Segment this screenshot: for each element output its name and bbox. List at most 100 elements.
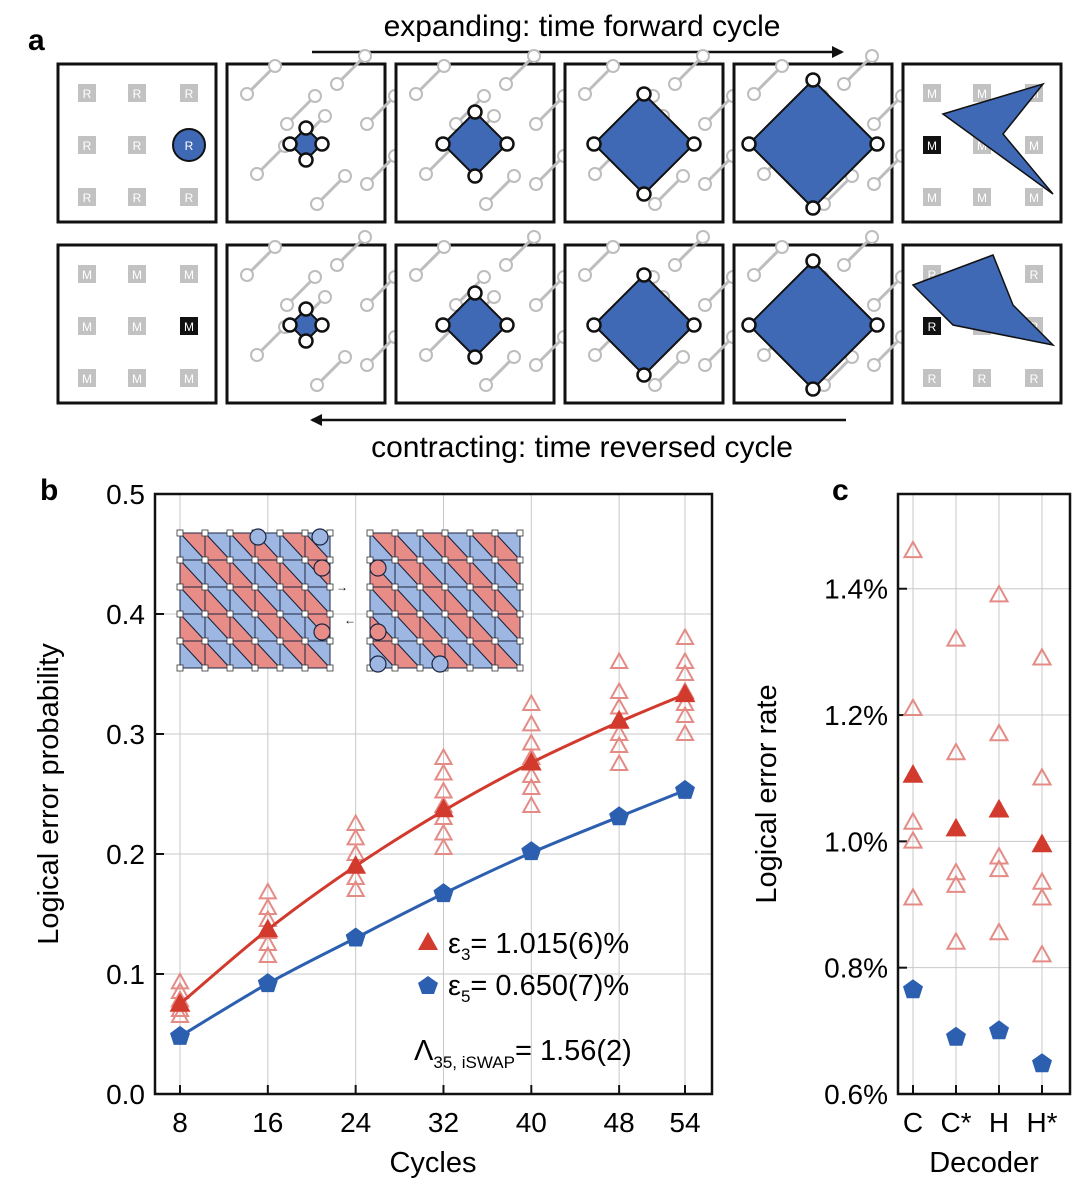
cell (128, 369, 146, 387)
qubit-node (240, 268, 254, 282)
qubit-node (867, 358, 881, 372)
cell (923, 84, 941, 102)
inset-qubit (441, 637, 449, 645)
inset-qubit (301, 664, 309, 672)
cell-label: R (83, 87, 92, 101)
x-tick-label: 24 (340, 1107, 371, 1138)
inset-boundary-circle (249, 528, 267, 546)
inset-qubit (441, 556, 449, 564)
inset-qubit (391, 583, 399, 591)
active-qubit (686, 317, 702, 333)
inset-qubit (226, 529, 234, 537)
c-individual-triangle (902, 811, 924, 830)
active-qubit (636, 86, 652, 102)
active-qubit (298, 152, 314, 168)
a-frame (394, 49, 571, 224)
c-individual-triangle (988, 584, 1010, 603)
cell-label: M (927, 87, 937, 101)
c-individual-triangle (945, 741, 967, 761)
inset-boundary-circle (369, 623, 387, 641)
qubit-node (529, 358, 543, 372)
c-mean-triangle (988, 798, 1010, 818)
mean-pentagon (521, 841, 542, 861)
inset-qubit (466, 529, 474, 537)
cell (180, 265, 198, 283)
qubit-node (698, 117, 712, 131)
cell (1025, 265, 1043, 283)
inset-qubit (416, 610, 424, 618)
qubit-node (757, 167, 771, 181)
inset-triangle (279, 639, 307, 669)
qubit-node (409, 87, 423, 101)
qubit-node (507, 169, 521, 183)
qubit-node (487, 109, 501, 123)
cell-label: R (83, 191, 92, 205)
individual-triangle (258, 933, 278, 951)
inset-qubit (326, 637, 334, 645)
individual-triangle (521, 777, 542, 795)
mean-pentagon (345, 927, 366, 947)
qubit-node (437, 240, 451, 254)
individual-triangle (675, 663, 695, 681)
lambda-symbol: Λ (414, 1035, 434, 1067)
inset-qubit (226, 664, 234, 672)
c-individual-triangle (988, 858, 1010, 878)
inset-qubit (176, 556, 184, 564)
cell (78, 136, 96, 154)
y-tick-label: 0.5 (106, 479, 145, 510)
qubit-node (250, 348, 264, 362)
mean-triangle (433, 798, 454, 818)
expanding-row: RRRRRRRRRRMMMMMMMMM (56, 49, 1063, 224)
inset-patch-right (366, 529, 524, 672)
highlighted-cell (180, 317, 198, 335)
a-frame (225, 49, 402, 224)
qubit-node (360, 358, 374, 372)
inset-qubit (416, 529, 424, 537)
inset-qubit (176, 529, 184, 537)
qubit-node (527, 49, 541, 63)
inset-qubit (416, 637, 424, 645)
legend-eps3: ε3= 1.015(6)% (448, 928, 629, 964)
mean-triangle (608, 709, 630, 729)
inset-qubit (391, 529, 399, 537)
qubit-node (268, 59, 282, 73)
active-qubit (314, 317, 330, 333)
qubit-node (360, 177, 374, 191)
individual-triangle (521, 733, 542, 751)
qubit-node (676, 350, 690, 364)
cell-label: M (977, 139, 987, 153)
inset-qubit (326, 664, 334, 672)
qubit-node (308, 270, 322, 284)
c-pentagon (946, 1026, 966, 1046)
cell-label: M (132, 320, 142, 334)
c-pentagon (903, 979, 923, 999)
cell (78, 84, 96, 102)
individual-triangle (521, 795, 542, 813)
inset-qubit (416, 583, 424, 591)
cell (78, 317, 96, 335)
cell-label: M (977, 191, 987, 205)
qubit-node (409, 268, 423, 282)
qubit-node (479, 378, 493, 392)
legend-eps3-symbol: ε (448, 928, 461, 960)
inset-qubit (466, 610, 474, 618)
inset-qubit (301, 637, 309, 645)
inset-qubit (326, 583, 334, 591)
inset-qubit (366, 583, 374, 591)
active-qubit (805, 381, 821, 397)
a-frame: M M M M M M M M M (56, 243, 218, 405)
a-frame (732, 49, 909, 224)
qubit-node (867, 177, 881, 191)
qubit-node (698, 298, 712, 312)
individual-triangle (675, 723, 695, 741)
c-individual-triangle (1031, 944, 1053, 963)
qubit-node (360, 117, 374, 131)
active-qubit (467, 168, 483, 184)
inset-qubit (201, 637, 209, 645)
inset-qubit (516, 529, 524, 537)
cell (128, 136, 146, 154)
cell (78, 265, 96, 283)
inset-qubit (276, 556, 284, 564)
c-pentagon (1032, 1053, 1052, 1073)
individual-triangle (258, 881, 278, 900)
